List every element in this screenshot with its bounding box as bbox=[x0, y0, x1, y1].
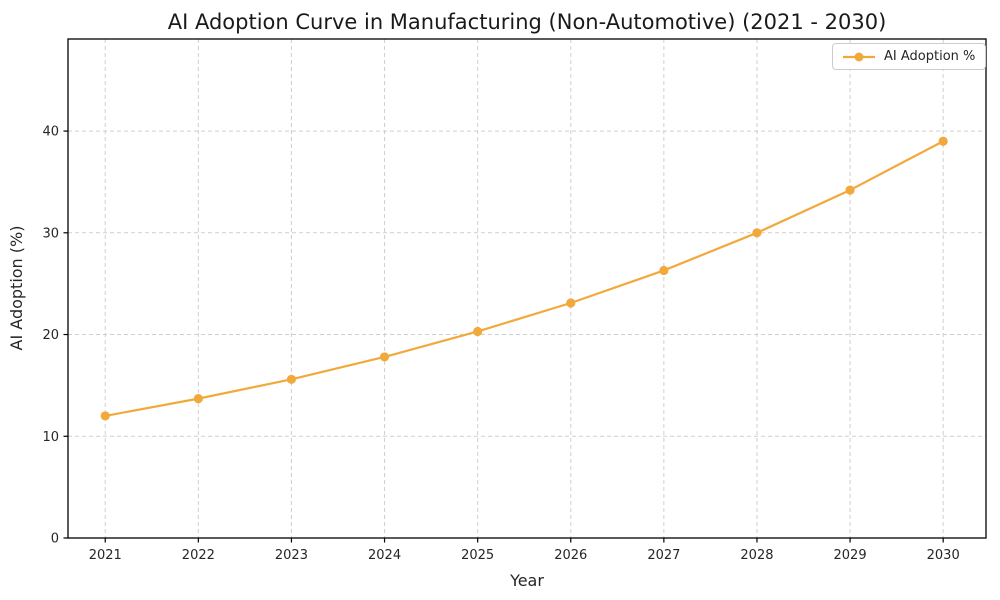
data-point bbox=[566, 298, 576, 308]
data-point bbox=[473, 326, 483, 337]
y-tick-label: 10 bbox=[42, 430, 59, 445]
legend: AI Adoption % bbox=[832, 43, 987, 70]
data-point bbox=[938, 136, 948, 146]
y-tick-label: 0 bbox=[51, 532, 59, 547]
x-tick-label: 2021 bbox=[89, 548, 122, 563]
x-tick-label: 2026 bbox=[554, 548, 587, 563]
x-tick-label: 2029 bbox=[834, 548, 867, 563]
data-line bbox=[104, 140, 945, 418]
x-tick-label: 2022 bbox=[182, 548, 215, 563]
data-point bbox=[659, 265, 669, 276]
y-tick-label: 30 bbox=[42, 226, 59, 241]
gridlines-group bbox=[68, 39, 986, 538]
x-tick-label: 2025 bbox=[461, 548, 494, 563]
x-tick-label: 2024 bbox=[368, 548, 401, 563]
data-series-group bbox=[100, 136, 948, 421]
x-tick-label: 2027 bbox=[647, 548, 680, 563]
legend-label: AI Adoption % bbox=[884, 49, 976, 64]
data-point bbox=[100, 411, 110, 421]
x-tick-label: 2023 bbox=[275, 548, 308, 563]
chart-title: AI Adoption Curve in Manufacturing (Non-… bbox=[168, 10, 887, 34]
y-tick-label: 20 bbox=[42, 328, 59, 343]
data-point bbox=[379, 352, 390, 362]
y-axis-label: AI Adoption (%) bbox=[7, 226, 26, 351]
axes-frame bbox=[67, 38, 987, 539]
legend-line-icon bbox=[843, 52, 875, 61]
data-point bbox=[286, 374, 297, 384]
data-point bbox=[193, 394, 203, 404]
data-point bbox=[752, 228, 762, 238]
y-tick-label: 40 bbox=[42, 125, 59, 140]
x-axis-label: Year bbox=[509, 571, 544, 590]
data-point bbox=[845, 185, 855, 195]
ticks-group: 2021 2022 2023 2024 2025 2026 2027 2028 2029 2030… bbox=[42, 125, 959, 563]
x-tick-label: 2030 bbox=[927, 548, 960, 563]
x-tick-label: 2028 bbox=[740, 548, 773, 563]
